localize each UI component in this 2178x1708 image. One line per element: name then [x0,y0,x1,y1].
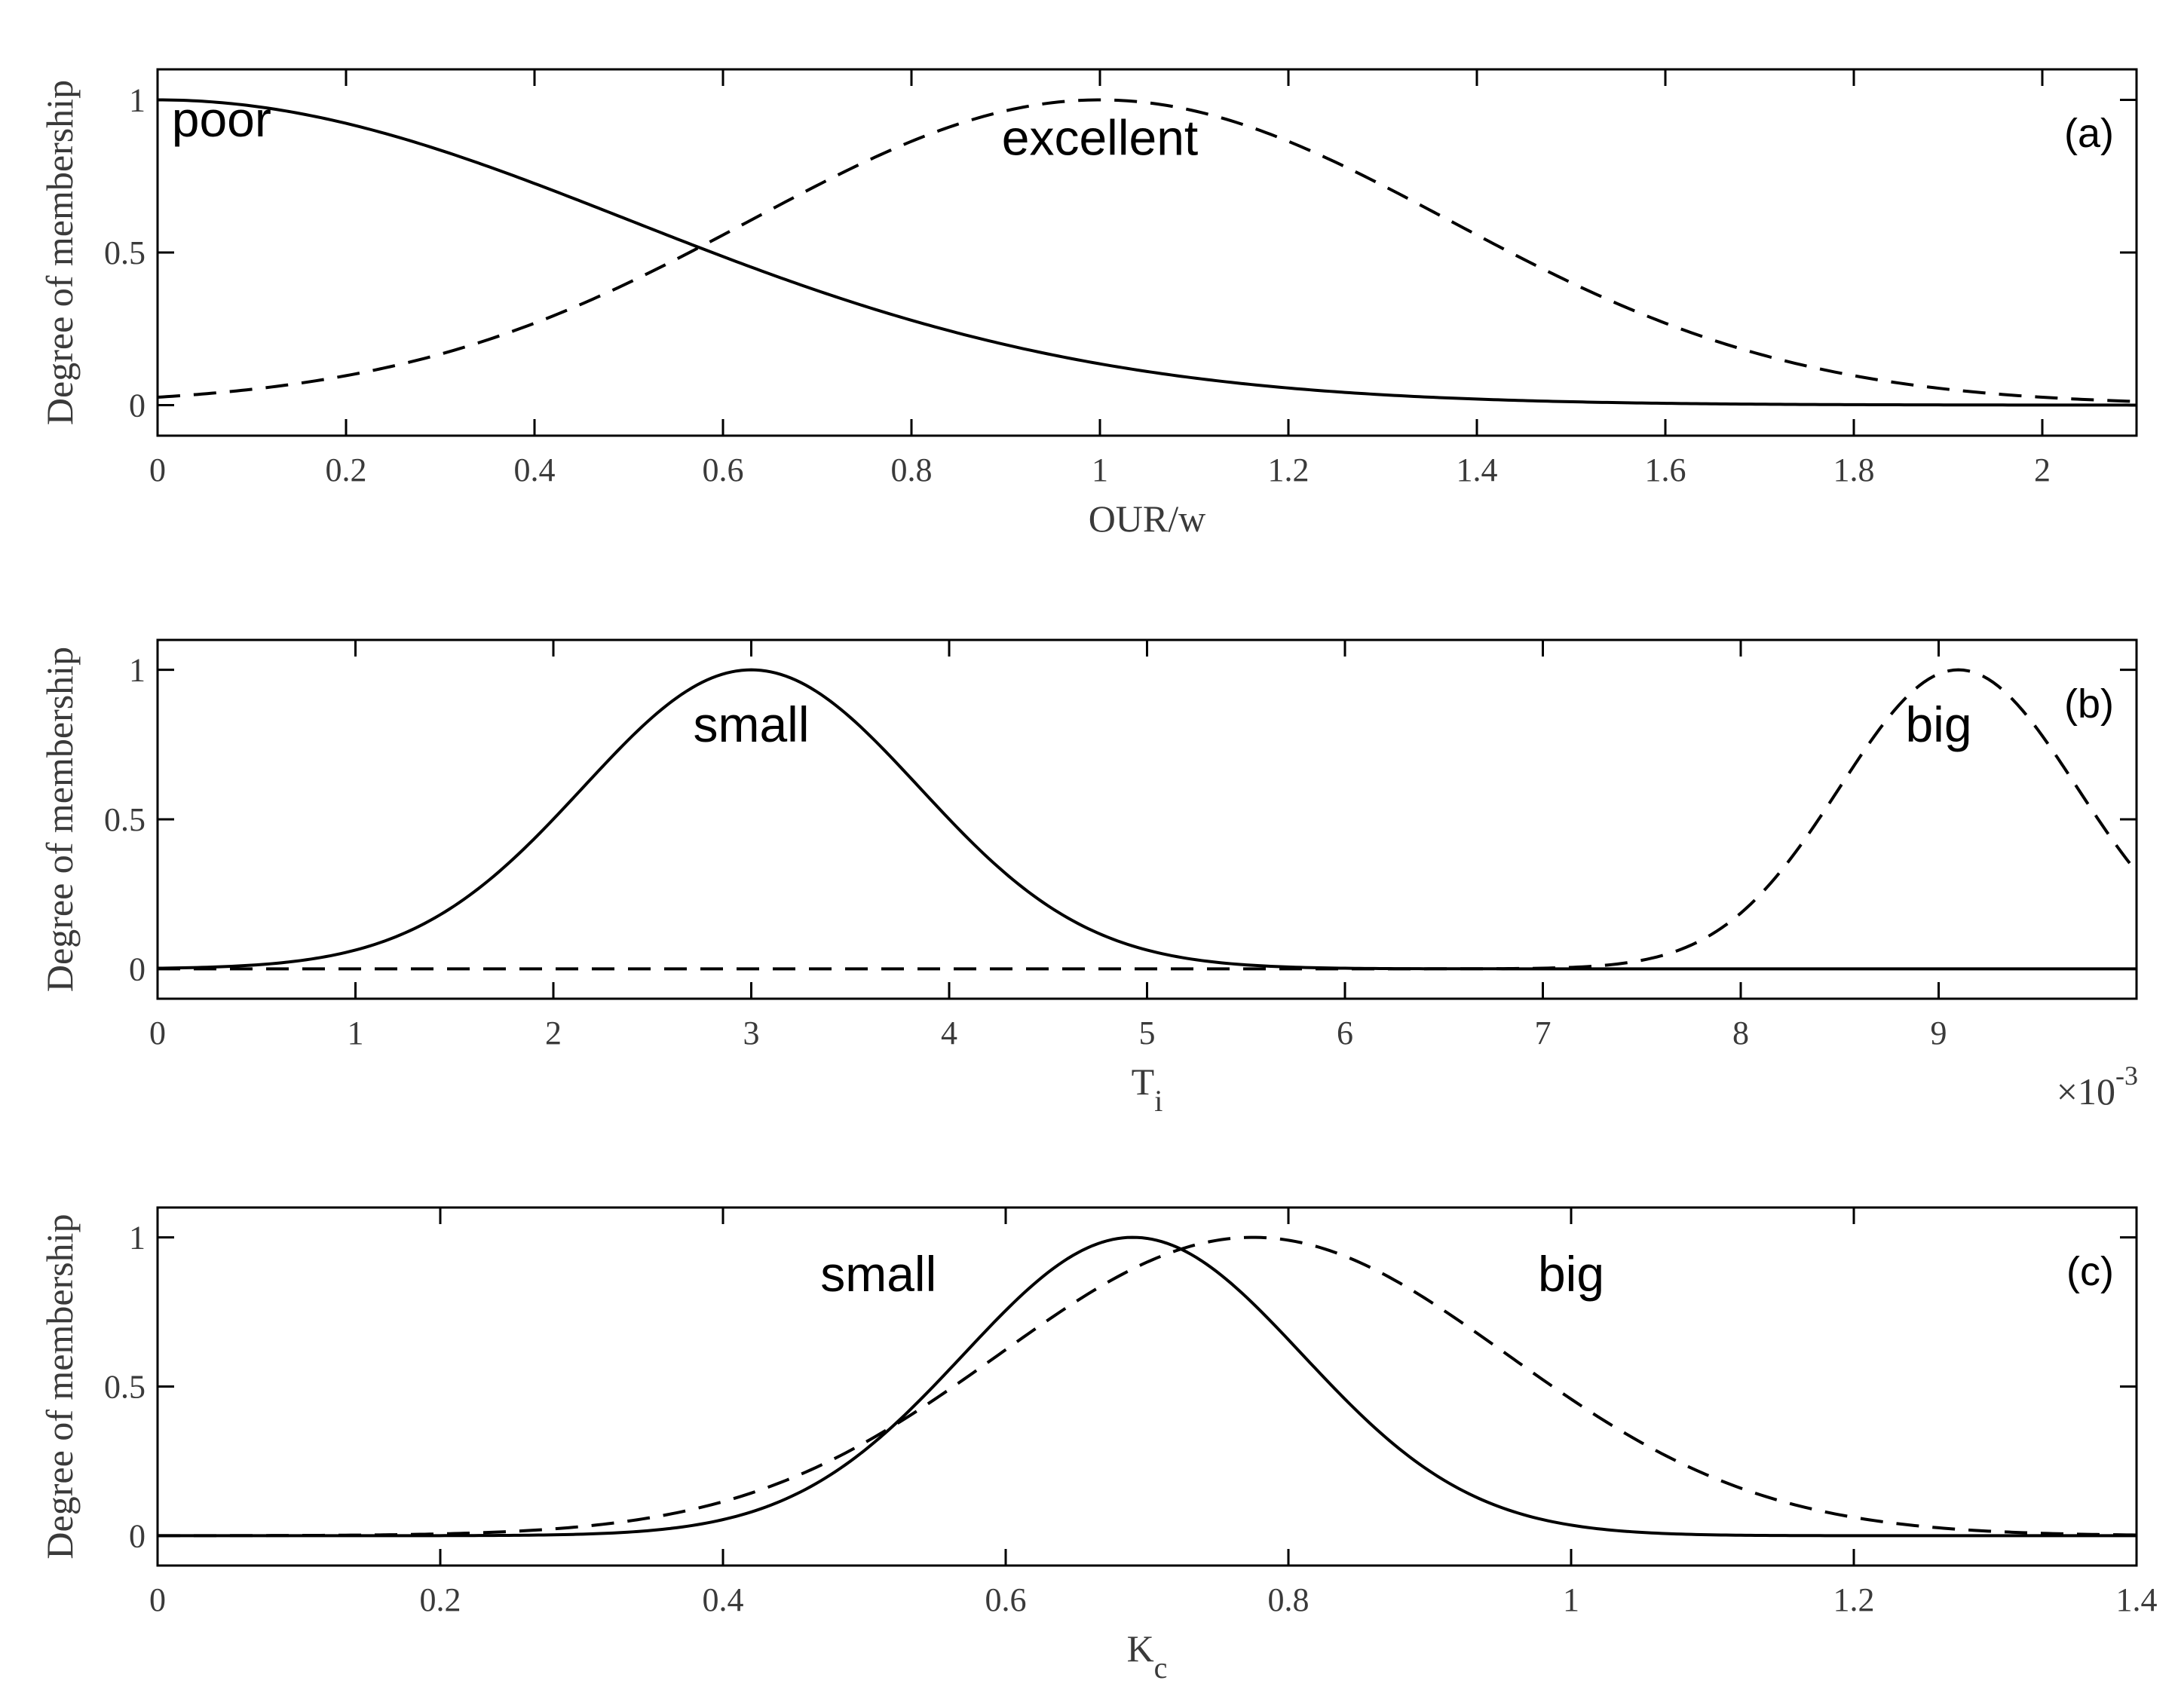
x-tick-label: 1.2 [1268,451,1310,488]
x-tick-label: 4 [941,1015,957,1051]
x-tick-label: 3 [743,1015,760,1051]
series-label-small: small [820,1246,936,1302]
x-tick-label: 0 [149,1581,166,1618]
x-tick-label: 2 [2034,451,2051,488]
chart-panel-c: 0 0.2 0.4 0.6 0.8 1 1.2 1.4 0 0.5 1 Kc Degree of mem… [38,1206,2158,1685]
x-tick-label: 1.4 [2116,1581,2158,1618]
x-tick-label: 0 [149,1015,166,1051]
y-tick-label: 0.5 [104,1369,146,1406]
y-tick-label: 0.5 [104,234,146,271]
x-axis-multiplier-exponent: -3 [2115,1061,2138,1091]
x-axis-label: Kc [1127,1627,1168,1685]
x-tick-label: 0.8 [891,451,933,488]
x-tick-label: 1.8 [1833,451,1875,488]
x-axis-multiplier: ×10-3 [2057,1061,2138,1113]
y-tick-label: 0 [129,387,146,424]
y-tick-label: 0 [129,950,146,987]
y-axis-label: Degree of membership [38,1214,81,1559]
series-line-excellent [157,98,2137,403]
x-tick-label: 9 [1931,1015,1947,1051]
x-tick-label: 1.2 [1833,1581,1875,1618]
series-label-big: big [1905,696,1971,752]
x-tick-label: 7 [1535,1015,1552,1051]
series-line-small [158,1235,2137,1538]
x-tick-label: 1 [1092,451,1108,488]
x-axis-label-text: OUR/w [1089,497,1206,540]
x-tick-label: 0.4 [514,451,556,488]
x-tick-label: 8 [1732,1015,1749,1051]
chart-panel-a: 0 0.2 0.4 0.6 0.8 1 1.2 1.4 1.6 1.8 2 0 0.5 1 OUR/w Deg… [38,68,2138,540]
x-axis-multiplier-base: ×10 [2057,1070,2115,1113]
y-tick-label: 1 [129,652,146,689]
x-axis-label-subscript: c [1154,1651,1168,1685]
x-tick-label: 0.6 [985,1581,1027,1618]
series-line-small [157,668,2137,971]
x-tick-label: 1 [348,1015,364,1051]
series-line-poor [157,98,2137,407]
x-axis-label-subscript: i [1154,1084,1163,1118]
x-tick-label: 0.6 [703,451,744,488]
y-tick-label: 1 [129,82,146,119]
x-tick-label: 2 [545,1015,562,1051]
series-line-big [158,668,2138,971]
y-tick-label: 0.5 [104,801,146,838]
series-line-big [158,1235,2137,1538]
x-tick-label: 6 [1337,1015,1353,1051]
y-axis-label: Degree of membership [38,647,81,992]
x-axis-label: OUR/w [1089,497,1206,540]
x-tick-label: 1.4 [1457,451,1498,488]
x-axis-label-text: T [1132,1061,1155,1103]
plot-frame [156,638,2138,1000]
x-axis-label: Ti [1132,1061,1163,1118]
y-tick-label: 1 [129,1220,146,1257]
series-label-poor: poor [172,91,271,147]
panel-label: (a) [2064,111,2114,156]
series-label-big: big [1538,1246,1604,1302]
y-tick-label: 0 [129,1517,146,1554]
x-tick-label: 0.8 [1268,1581,1310,1618]
y-axis-label: Degree of membership [38,80,81,425]
chart-panel-b: 0 1 2 3 4 5 6 7 8 9 0 0.5 1 Ti ×10-3 Degree of membersh… [38,638,2138,1118]
x-tick-label: 1 [1563,1581,1579,1618]
x-tick-label: 0.2 [326,451,367,488]
x-tick-label: 0.2 [420,1581,461,1618]
x-tick-label: 1.6 [1645,451,1686,488]
panel-label: (c) [2066,1249,2114,1294]
x-tick-label: 0 [149,451,166,488]
series-label-small: small [693,696,809,752]
panel-label: (b) [2064,681,2114,727]
series-label-excellent: excellent [1002,109,1199,165]
x-tick-label: 0.4 [703,1581,744,1618]
x-tick-label: 5 [1139,1015,1156,1051]
x-axis-label-text: K [1127,1627,1154,1670]
